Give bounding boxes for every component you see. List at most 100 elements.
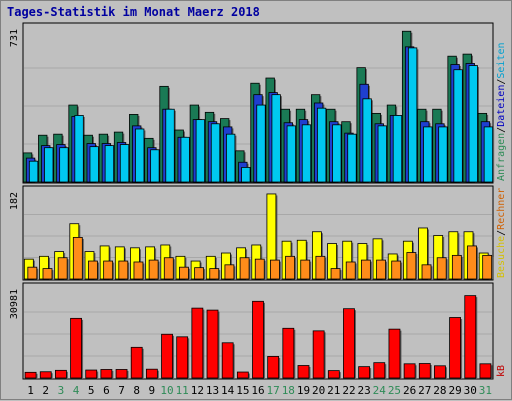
- bar-rechner-day-3: [57, 257, 68, 280]
- bar-rechner-day-11: [179, 266, 189, 280]
- bar-rechner-day-4: [72, 237, 83, 280]
- x-tick-label-day-19: 19: [297, 384, 310, 397]
- bar-kb-day-18: [282, 327, 295, 379]
- x-tick-label-day-15: 15: [236, 384, 249, 397]
- bar-rechner-day-15: [239, 257, 250, 280]
- bar-seiten-day-5: [89, 146, 99, 183]
- bar-rechner-day-18: [285, 255, 295, 280]
- bar-kb-day-9: [145, 368, 158, 379]
- x-tick-label-day-17: 17: [267, 384, 280, 397]
- legend-entry: /: [496, 230, 507, 236]
- bar-rechner-day-13: [209, 268, 220, 280]
- x-tick-label-day-2: 2: [42, 384, 49, 397]
- bar-kb-day-15: [236, 371, 249, 379]
- bar-rechner-day-10: [163, 257, 174, 280]
- bar-kb-day-20: [312, 330, 325, 379]
- bar-kb-day-8: [130, 346, 143, 379]
- legend-entry: /: [496, 127, 507, 133]
- bar-rechner-day-21: [330, 268, 341, 280]
- bar-seiten-day-31: [483, 126, 494, 183]
- bar-kb-day-25: [388, 328, 401, 379]
- bar-rechner-day-8: [133, 261, 144, 280]
- x-tick-label-day-30: 30: [464, 384, 477, 397]
- bar-rechner-day-25: [391, 260, 402, 280]
- bar-seiten-day-4: [74, 115, 84, 183]
- bar-seiten-day-26: [407, 47, 418, 183]
- bar-seiten-day-19: [301, 124, 312, 183]
- bar-seiten-day-2: [44, 147, 54, 183]
- x-tick-label-day-21: 21: [327, 384, 340, 397]
- bar-seiten-day-27: [423, 126, 433, 183]
- bar-rechner-day-31: [482, 254, 493, 280]
- x-tick-label-day-18: 18: [282, 384, 295, 397]
- x-tick-label-day-23: 23: [358, 384, 371, 397]
- legend-entry: kB: [496, 365, 507, 377]
- bar-rechner-day-24: [376, 259, 386, 280]
- bar-rechner-day-1: [27, 266, 38, 280]
- legend-entry: Besuche: [496, 236, 507, 278]
- bar-seiten-day-9: [150, 149, 160, 183]
- x-tick-label-day-6: 6: [103, 384, 110, 397]
- bar-seiten-day-18: [286, 125, 296, 183]
- x-tick-label-day-25: 25: [388, 384, 401, 397]
- bar-rechner-day-12: [194, 267, 205, 280]
- bar-seiten-day-6: [104, 145, 115, 183]
- bar-kb-day-1: [24, 371, 37, 379]
- chart-title: Tages-Statistik im Monat Maerz 2018: [7, 5, 260, 19]
- bar-seiten-day-3: [59, 147, 69, 183]
- bar-kb-day-31: [479, 363, 492, 379]
- x-tick-label-day-28: 28: [433, 384, 446, 397]
- bar-kb-day-26: [403, 363, 416, 379]
- bar-kb-day-27: [418, 363, 431, 379]
- bar-kb-day-6: [100, 369, 113, 379]
- bar-seiten-day-22: [347, 133, 357, 183]
- legend-entry: Rechner: [496, 188, 507, 230]
- x-tick-label-day-5: 5: [88, 384, 95, 397]
- bar-kb-day-5: [85, 369, 98, 379]
- bar-kb-day-12: [191, 307, 204, 379]
- x-tick-label-day-3: 3: [58, 384, 65, 397]
- bar-kb-day-30: [464, 295, 477, 379]
- bar-rechner-day-19: [300, 259, 311, 280]
- x-tick-label-day-20: 20: [312, 384, 325, 397]
- bar-kb-day-16: [252, 300, 264, 379]
- x-tick-label-day-14: 14: [221, 384, 235, 397]
- legend-entry: Dateien: [496, 85, 507, 127]
- x-tick-label-day-1: 1: [27, 384, 34, 397]
- bar-seiten-day-25: [392, 115, 403, 183]
- panel-kb-legend: kB: [496, 365, 507, 377]
- bar-seiten-day-13: [210, 123, 221, 183]
- x-tick-label-day-13: 13: [206, 384, 219, 397]
- x-tick-label-day-16: 16: [251, 384, 264, 397]
- legend-entry: /: [496, 79, 507, 85]
- bar-seiten-day-10: [165, 108, 175, 183]
- bar-kb-day-11: [176, 336, 189, 379]
- bar-seiten-day-11: [180, 136, 190, 183]
- panel-visits-ymax-label: 182: [9, 192, 20, 210]
- bar-kb-day-7: [115, 369, 128, 379]
- bar-rechner-day-22: [345, 261, 356, 280]
- bar-kb-day-19: [297, 365, 310, 379]
- panel-hits-ymax-label: 731: [9, 29, 20, 47]
- bar-rechner-day-17: [270, 259, 280, 280]
- bar-kb-day-24: [373, 362, 386, 379]
- x-tick-label-day-8: 8: [133, 384, 140, 397]
- bar-seiten-day-12: [195, 119, 206, 183]
- panel-visits-legend: Besuche/Rechner: [496, 188, 507, 278]
- bar-kb-day-10: [161, 333, 173, 379]
- bar-kb-day-2: [39, 371, 52, 379]
- legend-entry: Anfragen: [496, 133, 507, 181]
- x-tick-label-day-22: 22: [342, 384, 355, 397]
- bar-kb-day-23: [358, 366, 371, 379]
- bar-kb-day-13: [206, 309, 219, 379]
- bar-seiten-day-8: [135, 128, 145, 183]
- bar-seiten-day-7: [119, 144, 130, 183]
- bar-rechner-day-9: [148, 259, 159, 280]
- bar-rechner-day-28: [436, 257, 447, 280]
- x-tick-label-day-31: 31: [479, 384, 492, 397]
- panel-hits-legend: Anfragen/Dateien/Seiten: [496, 42, 507, 181]
- bar-kb-day-22: [343, 308, 355, 379]
- bar-seiten-day-29: [453, 69, 463, 183]
